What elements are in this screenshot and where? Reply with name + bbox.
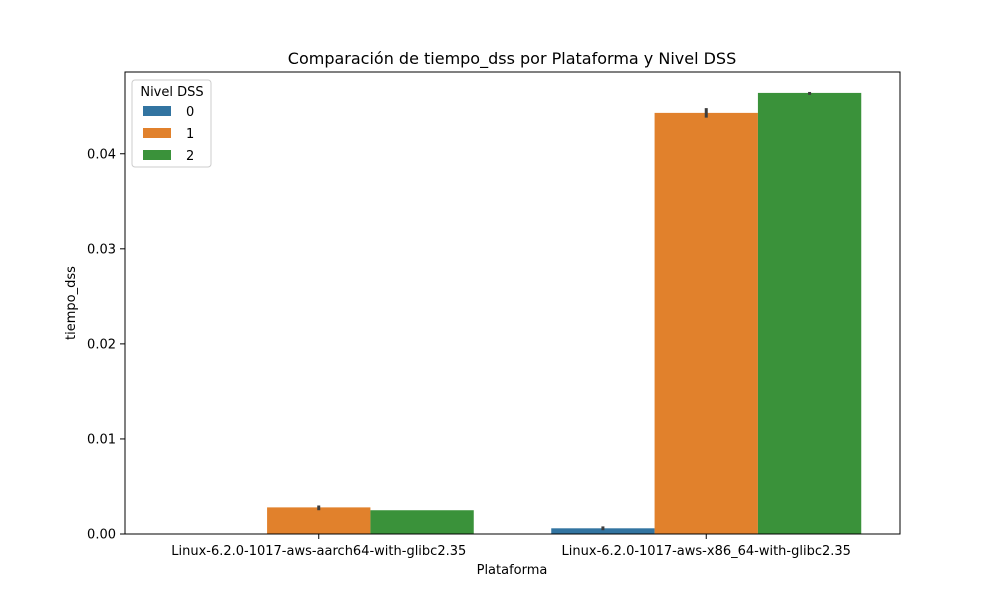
legend-swatch-2 (143, 150, 171, 160)
legend-entries: 0 1 2 (143, 105, 194, 164)
x-axis-label: Plataforma (477, 563, 548, 578)
x-tick-label: Linux-6.2.0-1017-aws-x86_64-with-glibc2.… (562, 544, 851, 559)
y-tick-label: 0.00 (87, 528, 116, 543)
x-tick-label: Linux-6.2.0-1017-aws-aarch64-with-glibc2… (171, 544, 466, 559)
legend-swatch-1 (143, 128, 171, 138)
bars-layer (267, 92, 862, 534)
legend-title: Nivel DSS (140, 85, 203, 100)
y-tick-label: 0.02 (87, 337, 116, 352)
error-bars-layer (317, 91, 812, 531)
bar-1-level-1 (267, 507, 371, 534)
bar-2-level-0 (551, 528, 655, 534)
legend: Nivel DSS 0 1 2 (131, 79, 212, 168)
y-tick-label: 0.04 (87, 147, 116, 162)
x-axis: Linux-6.2.0-1017-aws-aarch64-with-glibc2… (171, 534, 851, 559)
legend-box (131, 79, 212, 168)
legend-swatch-0 (143, 106, 171, 116)
y-axis: 0.00 0.01 0.02 0.03 0.04 (87, 147, 125, 543)
legend-label-1: 1 (186, 127, 194, 142)
bar-2-level-2 (757, 92, 862, 534)
chart-title: Comparación de tiempo_dss por Plataforma… (288, 49, 736, 69)
bar-2-level-1 (654, 112, 758, 534)
y-tick-label: 0.01 (87, 432, 116, 447)
y-tick-label: 0.03 (87, 242, 116, 257)
plot-frame (124, 71, 901, 535)
legend-label-2: 2 (186, 149, 194, 164)
legend-label-0: 0 (186, 105, 194, 120)
bar-1-level-2 (370, 510, 474, 534)
y-axis-label: tiempo_dss (64, 266, 79, 340)
